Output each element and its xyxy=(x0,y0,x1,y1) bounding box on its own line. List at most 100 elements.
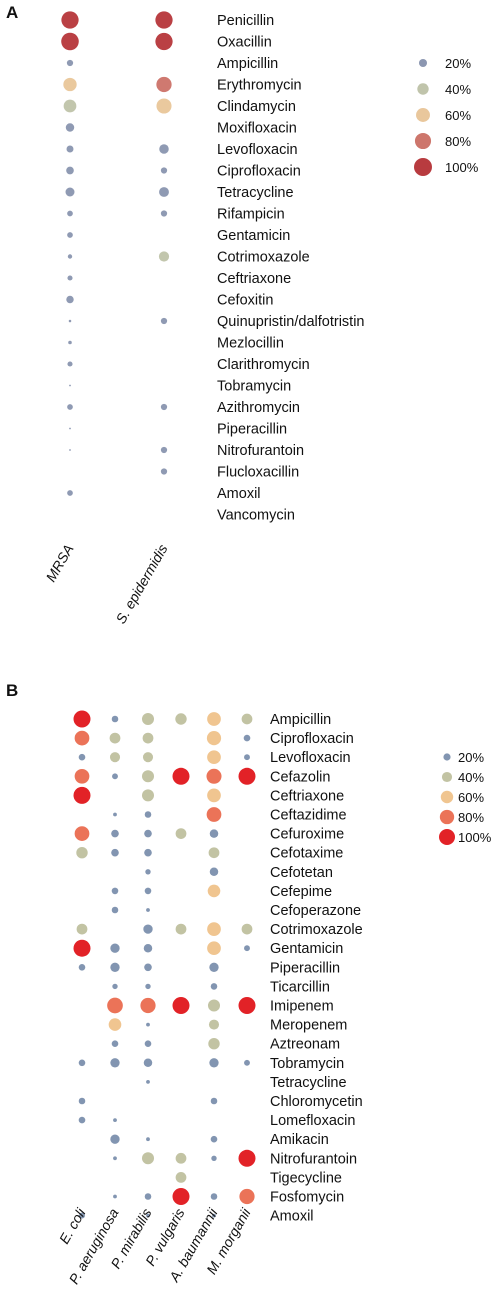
dot-m-morganii-cefazolin xyxy=(238,767,256,785)
dot-s-epidermidis-rifampicin xyxy=(160,210,168,217)
dot-mrsa-tobramycin xyxy=(69,384,71,387)
dot-p-mirabilis-ceftriaxone xyxy=(141,789,155,802)
y-label-cefuroxime: Cefuroxime xyxy=(270,827,344,843)
dot-p-aeruginosa-aztreonam xyxy=(111,1040,119,1047)
y-label-ceftriaxone: Ceftriaxone xyxy=(217,271,291,287)
dot-mrsa-cefoxitin xyxy=(66,295,74,304)
dot-p-mirabilis-cotrimoxazole xyxy=(143,924,153,934)
dot-p-aeruginosa-cefepime xyxy=(111,887,119,895)
dot-p-mirabilis-tetracycline xyxy=(146,1080,150,1084)
y-label-tobramycin: Tobramycin xyxy=(270,1056,344,1072)
y-label-nitrofurantoin: Nitrofurantoin xyxy=(217,443,304,459)
dot-p-mirabilis-amikacin xyxy=(146,1137,150,1142)
y-label-penicillin: Penicillin xyxy=(217,13,274,29)
panel-a: A Penicillin Oxacillin Ampicillin Erythromy… xyxy=(6,3,479,626)
dot-mrsa-clarithromycin xyxy=(67,361,73,367)
dot-e-coli-cefazolin xyxy=(74,768,90,784)
dot-s-epidermidis-flucloxacillin xyxy=(160,468,168,475)
dot-mrsa-ampicillin xyxy=(66,59,74,67)
dot-s-epidermidis-erythromycin xyxy=(156,76,172,93)
dot-p-mirabilis-cefotaxime xyxy=(144,848,152,857)
dot-p-aeruginosa-levofloxacin xyxy=(109,752,121,763)
dot-a-baumannii-amoxil xyxy=(212,1213,216,1218)
dot-mrsa-levofloxacin xyxy=(66,145,74,153)
x-label-mrsa: MRSA xyxy=(43,542,77,585)
dot-p-mirabilis-amoxil xyxy=(146,1213,150,1218)
dot-e-coli-ceftriaxone xyxy=(73,786,91,804)
dot-e-coli-ampicillin xyxy=(73,710,91,728)
x-label-e-coli: E. coli xyxy=(56,1205,89,1247)
y-label-meropenem: Meropenem xyxy=(270,1018,347,1034)
y-label-ampicillin: Ampicillin xyxy=(217,56,278,72)
dot-s-epidermidis-penicillin xyxy=(155,11,173,29)
dot-m-morganii-gentamicin xyxy=(244,945,250,952)
dot-m-morganii-cotrimoxazole xyxy=(241,923,253,935)
dot-s-epidermidis-oxacillin xyxy=(155,32,173,51)
y-label-lomefloxacin: Lomefloxacin xyxy=(270,1113,355,1129)
y-label-cefotetan: Cefotetan xyxy=(270,865,333,881)
dot-p-aeruginosa-tobramycin xyxy=(110,1058,120,1068)
legend-key-20 xyxy=(418,58,428,68)
legend-key-40 xyxy=(417,83,429,95)
y-label-ceftazidime: Ceftazidime xyxy=(270,808,347,824)
dot-s-epidermidis-nitrofurantoin xyxy=(160,446,168,454)
dot-a-baumannii-ciprofloxacin xyxy=(206,730,222,746)
dot-mrsa-azithromycin xyxy=(67,404,73,410)
dot-p-mirabilis-fosfomycin xyxy=(144,1193,152,1200)
dot-mrsa-ciprofloxacin xyxy=(66,166,74,175)
y-label-rifampicin: Rifampicin xyxy=(217,207,285,223)
dot-p-mirabilis-cefepime xyxy=(144,887,152,895)
dot-s-epidermidis-tetracycline xyxy=(159,187,169,197)
dot-p-aeruginosa-nitrofurantoin xyxy=(113,1156,117,1161)
y-label-piperacillin: Piperacillin xyxy=(217,422,287,438)
dot-s-epidermidis-levofloxacin xyxy=(159,144,169,154)
y-label-nitrofurantoin: Nitrofurantoin xyxy=(270,1151,357,1167)
dot-p-aeruginosa-cefoperazone xyxy=(111,906,119,914)
y-label-azithromycin: Azithromycin xyxy=(217,400,300,416)
dot-p-mirabilis-cefuroxime xyxy=(144,829,152,838)
y-label-clarithromycin: Clarithromycin xyxy=(217,357,310,373)
dot-p-vulgaris-tigecycline xyxy=(175,1172,187,1183)
dot-a-baumannii-imipenem xyxy=(207,999,221,1012)
dot-m-morganii-levofloxacin xyxy=(244,754,250,761)
dot-p-vulgaris-imipenem xyxy=(172,997,190,1014)
dot-mrsa-mezlocillin xyxy=(68,340,72,345)
dot-s-epidermidis-quinupristin-dalfotristin xyxy=(160,317,168,325)
dot-mrsa-erythromycin xyxy=(63,77,77,92)
y-label-ticarcillin: Ticarcillin xyxy=(270,979,330,995)
y-label-imipenem: Imipenem xyxy=(270,999,334,1015)
dot-mrsa-rifampicin xyxy=(67,210,73,217)
legend-label-20: 20% xyxy=(458,750,484,765)
legend-key-100 xyxy=(439,829,455,845)
y-label-mezlocillin: Mezlocillin xyxy=(217,336,284,352)
dot-p-mirabilis-tobramycin xyxy=(143,1058,153,1068)
dot-e-coli-ciprofloxacin xyxy=(74,730,90,746)
dot-p-vulgaris-cotrimoxazole xyxy=(175,923,187,935)
dot-p-mirabilis-cefazolin xyxy=(141,770,155,783)
dot-a-baumannii-meropenem xyxy=(208,1019,220,1030)
dot-p-aeruginosa-cefotaxime xyxy=(111,848,119,857)
dot-p-mirabilis-piperacillin xyxy=(144,963,152,972)
dot-p-mirabilis-ciprofloxacin xyxy=(142,732,154,744)
dot-p-aeruginosa-meropenem xyxy=(108,1018,122,1031)
dot-p-vulgaris-nitrofurantoin xyxy=(175,1152,187,1164)
dot-m-morganii-tobramycin xyxy=(244,1059,250,1066)
y-label-oxacillin: Oxacillin xyxy=(217,35,272,51)
dot-a-baumannii-ceftriaxone xyxy=(207,788,221,803)
dot-p-aeruginosa-ciprofloxacin xyxy=(109,732,121,744)
legend-label-60: 60% xyxy=(445,108,471,123)
y-label-cotrimoxazole: Cotrimoxazole xyxy=(217,250,310,266)
dot-m-morganii-ampicillin xyxy=(241,713,253,725)
dot-p-aeruginosa-cefuroxime xyxy=(111,829,119,838)
dot-p-vulgaris-ampicillin xyxy=(175,713,187,725)
dot-p-mirabilis-aztreonam xyxy=(144,1040,152,1047)
y-label-levofloxacin: Levofloxacin xyxy=(270,750,351,766)
dot-p-aeruginosa-amikacin xyxy=(110,1134,120,1144)
legend-label-80: 80% xyxy=(458,810,484,825)
dot-mrsa-gentamicin xyxy=(67,232,73,238)
dot-a-baumannii-cefepime xyxy=(207,884,221,898)
dot-p-mirabilis-nitrofurantoin xyxy=(141,1152,155,1165)
dot-a-baumannii-amikacin xyxy=(210,1135,218,1143)
y-label-tetracycline: Tetracycline xyxy=(270,1075,347,1091)
